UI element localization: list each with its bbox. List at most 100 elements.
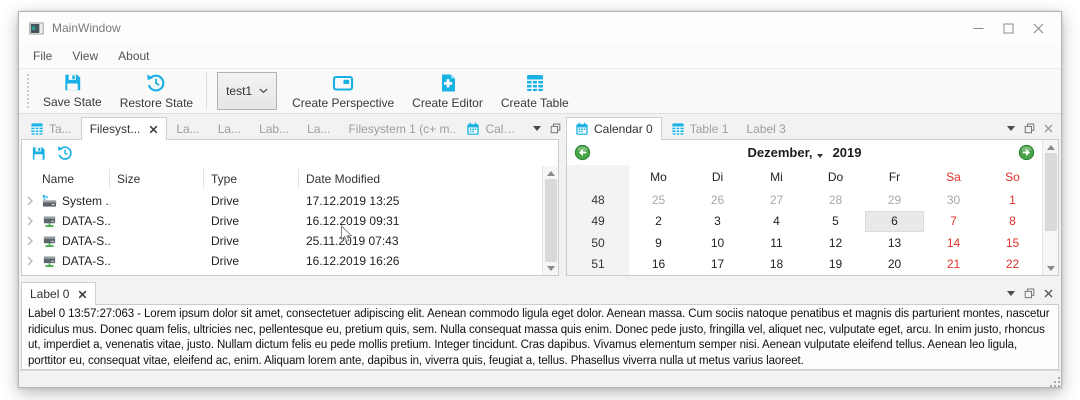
undock-icon[interactable] — [1024, 288, 1035, 299]
expand-chevron-icon[interactable] — [27, 236, 37, 246]
calendar-day[interactable]: 28 — [828, 192, 843, 207]
calendar-day[interactable]: 20 — [887, 257, 902, 272]
calendar-day[interactable]: 18 — [769, 257, 784, 272]
tab-close-icon[interactable] — [78, 290, 87, 299]
resize-grip[interactable] — [1054, 381, 1056, 383]
undock-icon[interactable] — [1024, 123, 1035, 134]
scrollbar-thumb[interactable] — [544, 179, 557, 262]
week-number: 48 — [567, 189, 629, 211]
calendar-day[interactable]: 26 — [710, 192, 725, 207]
tab-label: Ta... — [49, 121, 72, 136]
tab-list-dropdown-icon[interactable] — [533, 125, 542, 131]
create-table-button[interactable]: Create Table — [492, 70, 578, 113]
calendar-day[interactable]: 30 — [946, 192, 961, 207]
header-size[interactable]: Size — [110, 169, 204, 188]
create-editor-button[interactable]: Create Editor — [403, 70, 492, 113]
tab-label-d[interactable]: La... — [298, 117, 339, 139]
tab-label-0[interactable]: Label 0 — [21, 282, 97, 305]
calendar-day[interactable]: 13 — [887, 235, 902, 250]
calendar-day[interactable]: 14 — [946, 235, 961, 250]
title-bar[interactable]: MainWindow — [19, 12, 1061, 44]
tab-list-dropdown-icon[interactable] — [1007, 290, 1015, 296]
tab-label-c[interactable]: Lab... — [250, 117, 298, 139]
tab-filesystem-active[interactable]: Filesyst... — [80, 117, 168, 140]
calendar-day[interactable]: 21 — [946, 257, 961, 272]
calendar-day-selected[interactable]: 6 — [865, 210, 924, 232]
system-drive-icon — [42, 194, 57, 209]
calendar-day[interactable]: 27 — [769, 192, 784, 207]
calendar-day[interactable]: 7 — [950, 214, 957, 229]
header-type[interactable]: Type — [204, 169, 299, 188]
minimize-button[interactable] — [963, 16, 993, 40]
table-row[interactable]: DATA-S... Drive 25.11.2019 07:43 — [22, 231, 542, 251]
calendar-day[interactable]: 15 — [1005, 235, 1020, 250]
calendar-day[interactable]: 4 — [773, 214, 780, 229]
expand-chevron-icon[interactable] — [27, 256, 37, 266]
calendar-day[interactable]: 12 — [828, 235, 843, 250]
calendar-day[interactable]: 10 — [710, 235, 725, 250]
tab-table-0[interactable]: Ta... — [21, 117, 81, 139]
save-state-button[interactable]: Save State — [34, 70, 111, 112]
calendar-day[interactable]: 17 — [710, 257, 725, 272]
right-tab-bar: Calendar 0 Table 1 Label 3 — [566, 117, 1059, 140]
scrollbar-thumb[interactable] — [1044, 153, 1057, 232]
close-button[interactable] — [1023, 16, 1053, 40]
year-label[interactable]: 2019 — [832, 145, 862, 160]
calendar-day[interactable]: 9 — [655, 235, 662, 250]
vertical-scrollbar[interactable] — [1042, 140, 1058, 275]
history-icon[interactable] — [57, 145, 73, 161]
scroll-up-icon[interactable] — [546, 169, 555, 177]
calendar-day[interactable]: 1 — [1009, 192, 1016, 207]
header-name[interactable]: Name — [22, 169, 110, 188]
calendar-day[interactable]: 5 — [832, 214, 839, 229]
tab-list-dropdown-icon[interactable] — [1007, 125, 1015, 131]
expand-chevron-icon[interactable] — [27, 196, 37, 206]
calendar-day[interactable]: 16 — [651, 257, 666, 272]
calendar-day[interactable]: 29 — [887, 192, 902, 207]
calendar-day[interactable]: 11 — [770, 235, 783, 250]
toolbar-handle[interactable] — [25, 72, 30, 110]
calendar-widget: Dezember, 2019 Mo Di Mi Do Fr Sa — [566, 139, 1059, 276]
calendar-day[interactable]: 8 — [1009, 214, 1016, 229]
tab-label-3[interactable]: Label 3 — [737, 117, 794, 139]
menu-view[interactable]: View — [72, 49, 99, 63]
tab-label: Filesystem 1 (c+ m... — [348, 121, 458, 136]
scroll-up-icon[interactable] — [1046, 143, 1055, 151]
close-panel-icon[interactable] — [1044, 289, 1053, 298]
table-row[interactable]: DATA-S... Drive 16.12.2019 09:31 — [22, 211, 542, 231]
tab-table-1[interactable]: Table 1 — [662, 117, 738, 139]
menu-about[interactable]: About — [118, 49, 150, 63]
calendar-day[interactable]: 22 — [1005, 257, 1020, 272]
prev-month-button[interactable] — [574, 144, 591, 161]
table-row[interactable]: DATA-S... Drive 16.12.2019 16:26 — [22, 251, 542, 271]
calendar-day[interactable]: 2 — [655, 214, 662, 229]
tab-label-b[interactable]: La... — [209, 117, 250, 139]
close-panel-icon[interactable] — [1044, 124, 1053, 133]
save-icon[interactable] — [31, 146, 46, 161]
perspective-combobox[interactable]: test1 — [217, 72, 278, 110]
scroll-down-icon[interactable] — [546, 264, 555, 272]
calendar-day[interactable]: 25 — [651, 192, 666, 207]
vertical-scrollbar[interactable] — [542, 166, 558, 275]
tab-calendar[interactable]: Calend... — [457, 117, 529, 139]
next-month-button[interactable] — [1018, 144, 1035, 161]
header-date-modified[interactable]: Date Modified — [306, 171, 381, 186]
tab-calendar-0[interactable]: Calendar 0 — [566, 117, 662, 140]
tab-close-icon[interactable] — [149, 125, 158, 134]
month-label[interactable]: Dezember, — [747, 145, 813, 160]
tab-filesystem-1[interactable]: Filesystem 1 (c+ m... — [339, 117, 457, 139]
calendar-week-row: 50 9 10 11 12 13 14 15 — [567, 232, 1042, 254]
menu-file[interactable]: File — [33, 49, 53, 63]
table-row[interactable]: System ... Drive 17.12.2019 13:25 — [22, 191, 542, 211]
undock-icon[interactable] — [550, 123, 561, 134]
month-year-button[interactable]: Dezember, 2019 — [591, 145, 1018, 160]
create-perspective-button[interactable]: Create Perspective — [283, 70, 403, 113]
calendar-day[interactable]: 3 — [714, 214, 721, 229]
restore-state-button[interactable]: Restore State — [111, 70, 202, 113]
tab-label-a[interactable]: La... — [167, 117, 208, 139]
expand-chevron-icon[interactable] — [27, 216, 37, 226]
maximize-button[interactable] — [993, 16, 1023, 40]
vertical-splitter[interactable] — [559, 117, 566, 276]
calendar-day[interactable]: 19 — [828, 257, 843, 272]
scroll-down-icon[interactable] — [1046, 264, 1055, 272]
